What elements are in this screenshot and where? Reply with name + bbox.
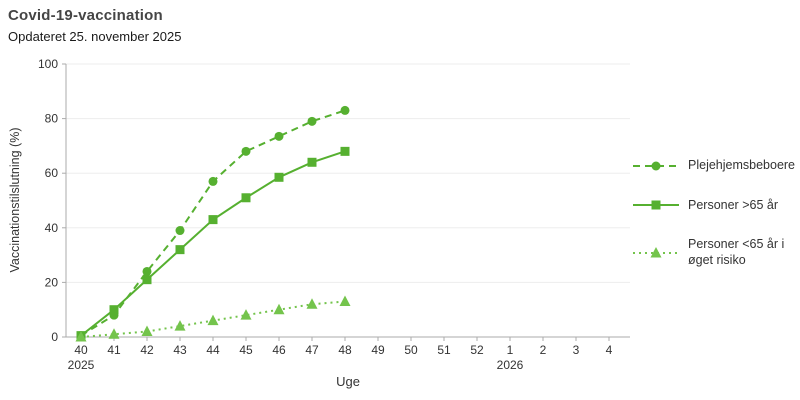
y-axis-ticks: 0 20 40 60 80 100 [38,57,66,344]
svg-text:0: 0 [51,330,58,344]
svg-text:46: 46 [272,343,286,357]
svg-text:2: 2 [540,343,547,357]
axes [65,64,630,338]
svg-text:20: 20 [45,275,59,289]
y-axis-title: Vaccinationstilslutning (%) [8,127,22,273]
svg-text:43: 43 [173,343,187,357]
svg-text:45: 45 [239,343,253,357]
svg-text:100: 100 [38,57,58,71]
svg-text:51: 51 [437,343,451,357]
series-0 [76,105,350,341]
svg-text:42: 42 [140,343,154,357]
legend-label: Personer >65 år [688,197,778,212]
square-solid-marker-icon [633,198,679,212]
series-2 [75,295,351,342]
svg-text:47: 47 [305,343,319,357]
gridlines [66,63,630,283]
svg-text:49: 49 [371,343,385,357]
legend-item-plejehjemsbeboere: Plejehjemsbeboere [633,158,799,174]
page-title: Covid-19-vaccination [8,7,163,24]
circle-dashed-marker-icon [633,159,679,173]
svg-text:40: 40 [45,221,59,235]
svg-text:1: 1 [507,343,514,357]
svg-text:2025: 2025 [68,358,95,372]
svg-text:40: 40 [74,343,88,357]
updated-date: Opdateret 25. november 2025 [8,29,182,44]
series-1 [76,146,350,341]
legend-label: Personer <65 år i øget risiko [688,237,785,267]
legend-item-personer-under-65-risiko: Personer <65 år i øget risiko [633,237,799,268]
triangle-dotted-marker-icon [633,246,679,260]
x-axis-title: Uge [336,374,360,389]
chart-legend: Plejehjemsbeboere Personer >65 år Person… [633,158,799,269]
chart-header: Covid-19-vaccination Opdateret 25. novem… [8,7,181,44]
svg-text:48: 48 [338,343,352,357]
svg-text:60: 60 [45,166,59,180]
svg-text:44: 44 [206,343,220,357]
svg-text:80: 80 [45,112,59,126]
legend-item-personer-over-65: Personer >65 år [633,198,799,214]
svg-text:4: 4 [606,343,613,357]
svg-text:2026: 2026 [497,358,524,372]
svg-text:52: 52 [470,343,484,357]
x-axis-ticks: 40 41 42 43 44 45 46 47 48 49 50 51 52 1 2 3 4 2025 2026 [68,337,613,372]
svg-text:3: 3 [573,343,580,357]
svg-text:50: 50 [404,343,418,357]
svg-text:41: 41 [107,343,121,357]
legend-label: Plejehjemsbeboere [688,158,796,172]
